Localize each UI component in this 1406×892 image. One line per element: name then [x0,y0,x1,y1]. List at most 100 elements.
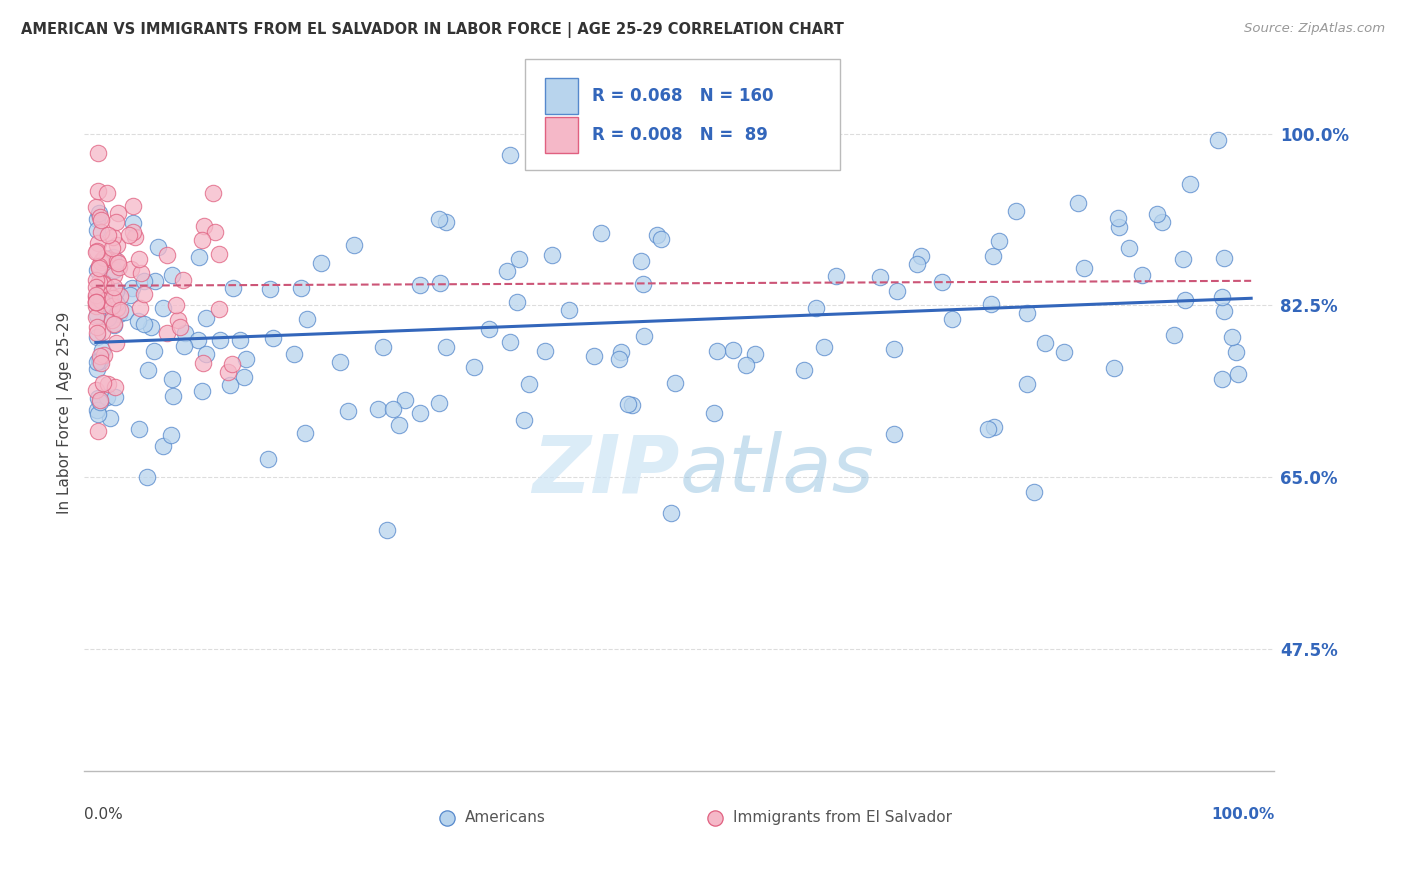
Point [94,278,117,293]
Point [367,402,389,417]
Point [1211,290,1233,304]
Point [167,312,190,326]
Point [394,392,416,407]
Point [1108,220,1130,235]
Point [219,378,242,392]
Point [188,250,211,264]
Point [104,296,127,310]
Point [1052,345,1074,359]
Point [1213,303,1236,318]
Point [408,406,430,420]
Text: 100.0%: 100.0% [1211,807,1274,822]
Point [86,299,108,313]
Point [118,228,141,243]
Point [114,305,136,319]
Point [91,376,114,390]
Point [1225,344,1247,359]
Point [1015,376,1038,391]
Point [1073,260,1095,275]
Point [734,359,756,373]
Point [103,250,125,264]
Point [232,369,254,384]
Point [98,411,121,425]
Point [127,314,149,328]
Point [336,404,359,418]
Point [723,343,745,357]
Point [86,329,108,343]
Point [793,363,815,377]
Point [87,145,110,160]
Point [162,389,184,403]
Point [105,238,128,252]
Point [152,439,174,453]
Point [134,287,156,301]
Point [283,347,305,361]
Point [1130,268,1153,282]
Point [86,223,108,237]
Point [160,372,183,386]
Point [193,219,215,234]
Point [621,398,644,412]
Point [96,252,118,267]
Point [329,355,352,369]
Point [89,395,111,409]
Point [235,351,257,366]
Point [87,275,110,289]
Point [108,260,131,274]
Point [309,256,332,270]
Point [86,288,108,302]
Point [1226,368,1249,382]
Point [139,320,162,334]
Point [86,320,108,334]
Text: Americans: Americans [465,810,546,825]
Point [290,280,312,294]
Point [659,506,682,520]
Point [89,277,111,291]
Point [90,325,112,339]
Point [89,353,111,368]
Point [90,255,112,269]
Point [499,334,522,349]
Point [427,212,450,227]
Point [1211,372,1233,386]
Point [128,252,150,267]
Point [143,343,166,358]
Point [191,233,214,247]
Point [1017,306,1039,320]
Point [1220,329,1243,343]
Point [813,340,835,354]
Point [89,261,111,276]
Point [105,284,128,298]
Point [96,186,118,200]
Point [262,330,284,344]
Point [506,295,529,310]
Point [202,186,225,200]
Point [610,345,633,359]
Point [517,377,540,392]
Point [1024,485,1046,500]
Point [1163,327,1185,342]
Point [121,281,143,295]
Point [134,274,156,288]
Point [160,428,183,442]
Point [107,256,129,270]
Point [96,391,118,405]
Point [121,198,143,212]
FancyBboxPatch shape [524,59,839,169]
Point [191,356,214,370]
Point [217,365,239,379]
Point [136,470,159,484]
Point [129,266,152,280]
Point [90,252,112,267]
Point [101,229,124,244]
Point [89,352,111,367]
Point [987,234,1010,248]
Point [89,206,111,220]
Point [1118,241,1140,255]
Point [434,215,457,229]
Point [886,285,908,299]
Point [630,253,652,268]
Point [103,318,125,332]
Point [540,248,562,262]
Point [1150,215,1173,229]
